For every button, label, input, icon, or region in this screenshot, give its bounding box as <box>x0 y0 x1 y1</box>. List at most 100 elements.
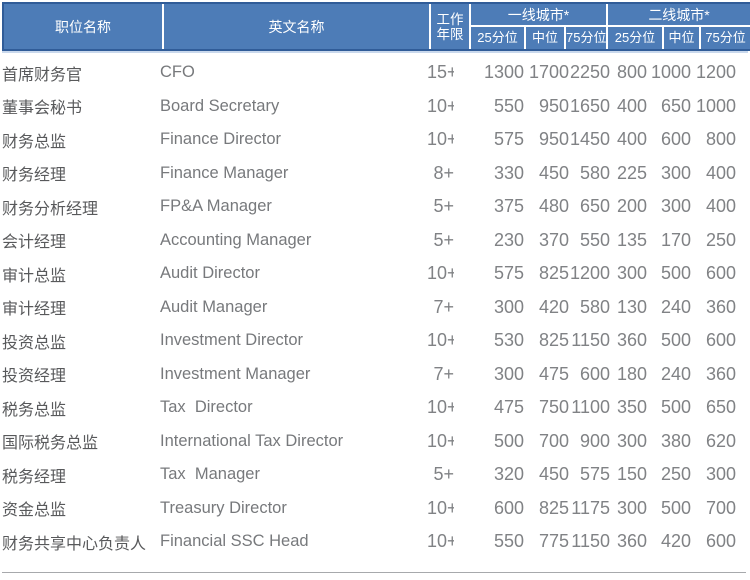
row-spacer <box>736 224 748 258</box>
salary-value: 580 <box>579 162 610 183</box>
salary-value: 1300 <box>483 62 524 83</box>
salary-value: 250 <box>660 464 691 485</box>
job-title-en: CFO <box>160 63 195 82</box>
salary-value: 600 <box>705 263 736 284</box>
header-tier2-p75: 75分位 <box>699 27 750 49</box>
job-title-en: Tax Director <box>160 398 253 417</box>
table-row: 审计总监 Audit Director 10+ 575 825 1200 300 500 600 <box>2 257 748 291</box>
salary-value: 500 <box>660 497 691 518</box>
salary-value: 360 <box>616 531 647 552</box>
salary-value: 400 <box>705 162 736 183</box>
salary-value: 800 <box>616 62 647 83</box>
salary-value: 1000 <box>695 95 736 116</box>
header-experience: 工作 年限 <box>429 4 469 49</box>
table-row: 董事会秘书 Board Secretary 10+ 550 950 1650 400 650 1… <box>2 90 748 124</box>
salary-value: 1000 <box>650 62 691 83</box>
salary-value: 750 <box>538 397 569 418</box>
job-title-en: Finance Director <box>160 130 282 149</box>
job-title-en: Investment Manager <box>160 364 311 383</box>
salary-value: 650 <box>660 95 691 116</box>
job-title-en: International Tax Director <box>160 431 344 450</box>
job-title-cn: 财务经理 <box>2 167 67 185</box>
experience-years: 7+ <box>433 363 454 384</box>
header-tier1-median: 中位 <box>524 27 564 49</box>
salary-value: 775 <box>538 531 569 552</box>
salary-value: 550 <box>579 229 610 250</box>
salary-value: 400 <box>616 95 647 116</box>
salary-value: 450 <box>538 464 569 485</box>
experience-years: 10+ <box>427 330 454 351</box>
job-title-cn: 投资总监 <box>2 334 67 352</box>
salary-value: 350 <box>616 397 647 418</box>
header-tier2-median: 中位 <box>662 27 699 49</box>
salary-value: 1700 <box>528 62 569 83</box>
job-title-cn: 投资经理 <box>2 368 67 386</box>
salary-value: 600 <box>660 129 691 150</box>
salary-value: 250 <box>705 229 736 250</box>
salary-value: 500 <box>493 430 524 451</box>
salary-value: 500 <box>660 397 691 418</box>
row-spacer <box>736 358 748 392</box>
salary-value: 300 <box>660 162 691 183</box>
row-spacer <box>736 324 748 358</box>
header-tier2-p25: 25分位 <box>606 27 662 49</box>
salary-value: 240 <box>660 296 691 317</box>
salary-value: 450 <box>538 162 569 183</box>
salary-value: 300 <box>616 430 647 451</box>
job-title-cn: 审计经理 <box>2 301 67 319</box>
row-spacer <box>736 391 748 425</box>
salary-value: 575 <box>493 263 524 284</box>
salary-value: 475 <box>538 363 569 384</box>
table-row: 税务经理 Tax Manager 5+ 320 450 575 150 250 300 <box>2 458 748 492</box>
row-spacer <box>736 492 748 526</box>
salary-value: 650 <box>579 196 610 217</box>
table-row: 国际税务总监 International Tax Director 10+ 500 70… <box>2 425 748 459</box>
row-spacer <box>736 56 748 90</box>
job-title-en: Audit Director <box>160 264 260 283</box>
salary-value: 600 <box>705 531 736 552</box>
salary-table-body: 首席财务官 CFO 15+ 1300 1700 2250 800 1000 1200 董事会秘书 B… <box>2 56 748 559</box>
salary-value: 825 <box>538 330 569 351</box>
salary-value: 320 <box>493 464 524 485</box>
salary-value: 475 <box>493 397 524 418</box>
job-title-cn: 财务共享中心负责人 <box>2 535 147 553</box>
table-row: 投资经理 Investment Manager 7+ 300 475 600 180 240 3… <box>2 358 748 392</box>
salary-value: 360 <box>705 363 736 384</box>
header-underline <box>2 51 748 53</box>
experience-years: 10+ <box>427 531 454 552</box>
salary-value: 825 <box>538 263 569 284</box>
salary-value: 580 <box>579 296 610 317</box>
row-spacer <box>736 190 748 224</box>
table-row: 财务共享中心负责人 Financial SSC Head 10+ 550 775 1150… <box>2 525 748 559</box>
salary-value: 950 <box>538 95 569 116</box>
header-experience-line1: 工作 <box>436 11 464 27</box>
experience-years: 10+ <box>427 430 454 451</box>
job-title-en: FP&A Manager <box>160 197 272 216</box>
salary-value: 2250 <box>569 62 610 83</box>
experience-years: 7+ <box>433 296 454 317</box>
salary-value: 300 <box>493 363 524 384</box>
salary-table-header: 职位名称 英文名称 工作 年限 一线城市* 二线城市* 25分位 中位 75分位… <box>2 2 750 51</box>
table-row: 财务总监 Finance Director 10+ 575 950 1450 400 600 8… <box>2 123 748 157</box>
salary-value: 480 <box>538 196 569 217</box>
salary-value: 300 <box>616 497 647 518</box>
row-spacer <box>736 425 748 459</box>
salary-value: 360 <box>705 296 736 317</box>
salary-value: 170 <box>660 229 691 250</box>
salary-value: 575 <box>493 129 524 150</box>
salary-value: 1175 <box>571 497 610 518</box>
salary-value: 135 <box>616 229 647 250</box>
experience-years: 5+ <box>433 229 454 250</box>
salary-value: 950 <box>538 129 569 150</box>
job-title-en: Finance Manager <box>160 163 289 182</box>
job-title-en: Audit Manager <box>160 297 268 316</box>
job-title-cn: 会计经理 <box>2 234 67 252</box>
job-title-en: Tax Manager <box>160 465 260 484</box>
table-row: 投资总监 Investment Director 10+ 530 825 1150 360 5… <box>2 324 748 358</box>
salary-value: 225 <box>616 162 647 183</box>
table-row: 财务分析经理 FP&A Manager 5+ 375 480 650 200 300 400 <box>2 190 748 224</box>
salary-value: 180 <box>616 363 647 384</box>
salary-value: 300 <box>493 296 524 317</box>
job-title-en: Board Secretary <box>160 96 280 115</box>
